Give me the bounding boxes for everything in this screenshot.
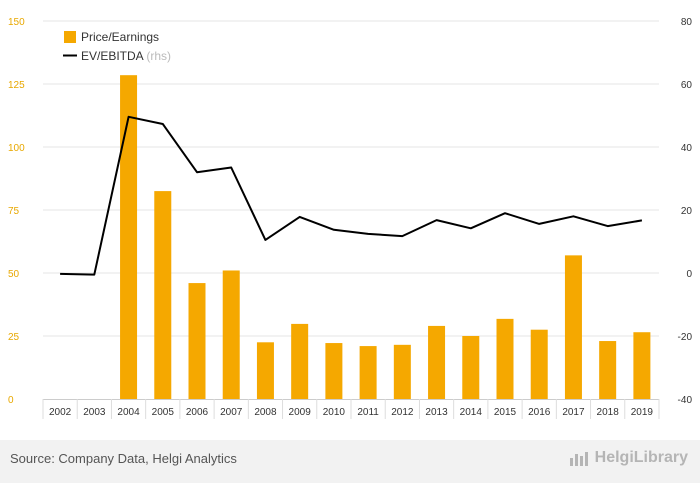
y-right-tick-label: -40: [678, 395, 693, 406]
x-axis: 2002 2003 2004 2005 2006 2007 2008 2009 2010 2011…: [49, 407, 653, 418]
bar-2004: [120, 75, 138, 400]
y-right-tick-label: 40: [681, 143, 693, 154]
y-left-tick-label: 25: [8, 332, 20, 343]
bar-2019: [633, 332, 651, 399]
x-tick-label: 2006: [186, 407, 209, 418]
brand-name: HelgiLibrary: [594, 449, 688, 466]
bar-2014: [462, 336, 480, 399]
x-tick-label: 2002: [49, 407, 72, 418]
x-tick-label: 2005: [152, 407, 175, 418]
bar-2016: [530, 329, 548, 399]
x-tick-label: 2003: [83, 407, 106, 418]
bar-2005: [154, 191, 172, 399]
legend-swatch-bar: [64, 31, 76, 43]
bar-2006: [188, 283, 206, 399]
y-axis-right: -40 -20 0 20 40 60 80: [678, 17, 693, 406]
x-tick-label: 2011: [357, 407, 379, 418]
legend: Price/Earnings EV/EBITDA (rhs): [63, 30, 171, 63]
bar-series-price-earnings: [120, 75, 651, 400]
line-series-ev-ebitda: [60, 115, 643, 276]
bar-2013: [428, 325, 446, 399]
x-tick-label: 2010: [323, 407, 346, 418]
y-left-tick-label: 150: [8, 17, 25, 28]
x-tick-label: 2019: [631, 407, 654, 418]
bar-2017: [564, 255, 582, 399]
legend-label-price-earnings: Price/Earnings: [81, 30, 159, 44]
y-axis-left: 0 25 50 75 100 125 150: [8, 17, 25, 406]
x-tick-label: 2008: [254, 407, 277, 418]
y-right-tick-label: -20: [678, 332, 693, 343]
x-tick-label: 2012: [391, 407, 414, 418]
bar-2015: [496, 318, 514, 399]
bar-2007: [222, 270, 240, 399]
bar-2010: [325, 343, 343, 399]
axes: [42, 399, 660, 419]
line-ev-ebitda: [60, 115, 643, 276]
bar-2011: [359, 346, 377, 399]
x-tick-label: 2018: [597, 407, 620, 418]
y-right-tick-label: 0: [686, 269, 692, 280]
y-left-tick-label: 75: [8, 206, 20, 217]
y-left-tick-label: 0: [8, 395, 14, 406]
legend-label-ev-ebitda: EV/EBITDA (rhs): [81, 49, 171, 63]
bar-2009: [291, 323, 309, 399]
y-left-tick-label: 100: [8, 143, 25, 154]
y-left-tick-label: 125: [8, 80, 25, 91]
bar-2012: [393, 344, 411, 399]
x-tick-label: 2015: [494, 407, 517, 418]
y-right-tick-label: 60: [681, 80, 693, 91]
gridlines: [43, 20, 659, 337]
brand-logo: HelgiLibrary: [569, 449, 688, 467]
x-tick-label: 2007: [220, 407, 243, 418]
library-icon: [569, 452, 588, 466]
footer: Source: Company Data, Helgi Analytics He…: [0, 440, 700, 483]
y-right-tick-label: 20: [681, 206, 693, 217]
x-tick-label: 2013: [425, 407, 448, 418]
x-tick-label: 2016: [528, 407, 551, 418]
x-tick-label: 2009: [289, 407, 312, 418]
x-tick-label: 2017: [562, 407, 585, 418]
x-tick-label: 2014: [460, 407, 483, 418]
x-tick-label: 2004: [117, 407, 140, 418]
bar-2008: [256, 342, 274, 399]
source-text: Source: Company Data, Helgi Analytics: [10, 451, 237, 466]
bar-2018: [599, 341, 617, 399]
y-right-tick-label: 80: [681, 17, 693, 28]
y-left-tick-label: 50: [8, 269, 20, 280]
